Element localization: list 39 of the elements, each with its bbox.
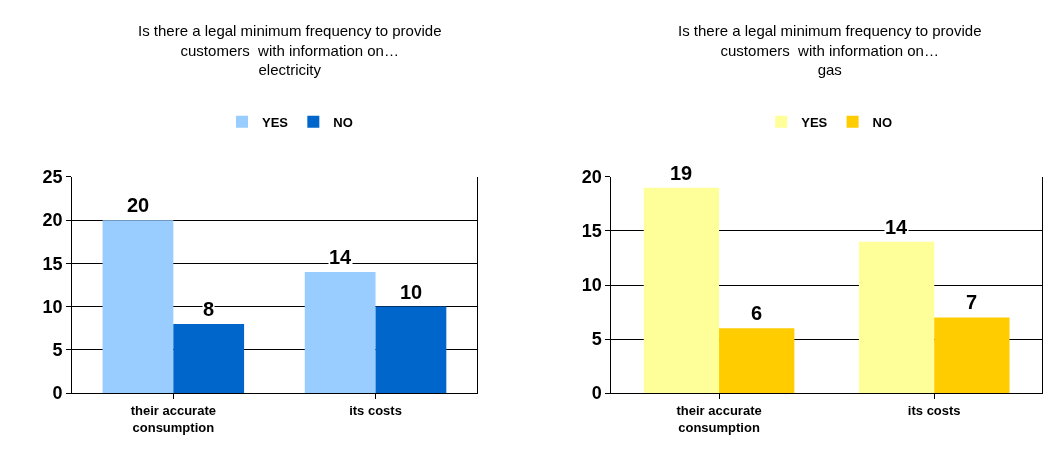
chart-subtitle: electricity [258, 61, 322, 78]
x-tick-label: its costs [907, 402, 961, 418]
data-label: 19 [670, 162, 693, 184]
legend-label: NO [333, 114, 353, 130]
bar [375, 306, 447, 394]
legend-label: NO [872, 114, 893, 130]
y-tick-label: 15 [581, 221, 602, 242]
chart-title: Is there a legal minimum frequency to provide customers with information on… [678, 22, 982, 59]
bar [934, 317, 1010, 394]
data-label: 6 [751, 302, 763, 324]
y-tick-label: 15 [42, 253, 63, 274]
y-tick-label: 25 [42, 167, 63, 188]
y-tick-label: 20 [581, 167, 602, 188]
data-label: 14 [885, 216, 909, 238]
bar [173, 323, 245, 394]
y-tick-label: 5 [52, 340, 63, 361]
bar [719, 328, 795, 394]
y-tick-label: 10 [42, 296, 63, 317]
bar [858, 241, 935, 394]
y-tick-label: 5 [591, 329, 602, 350]
bar [304, 272, 376, 394]
x-tick-label: its costs [349, 402, 402, 418]
x-tick-label: their accurate consumption [130, 402, 216, 435]
data-label: 14 [329, 246, 353, 268]
bar [643, 187, 720, 394]
y-tick-label: 20 [42, 210, 63, 231]
data-label: 7 [966, 291, 978, 313]
bar [102, 220, 174, 394]
data-label: 10 [400, 281, 423, 303]
legend-label: YES [261, 114, 289, 130]
x-tick-label: their accurate consumption [676, 402, 762, 435]
y-tick-label: 10 [581, 275, 602, 296]
legend-label: YES [801, 114, 828, 130]
y-tick-label: 0 [52, 383, 63, 404]
data-label: 20 [127, 194, 150, 216]
y-tick-label: 0 [591, 383, 602, 404]
chart-title: Is there a legal minimum frequency to provide customers with information on… [138, 22, 442, 59]
chart-subtitle: gas [817, 61, 842, 78]
data-label: 8 [203, 298, 215, 320]
